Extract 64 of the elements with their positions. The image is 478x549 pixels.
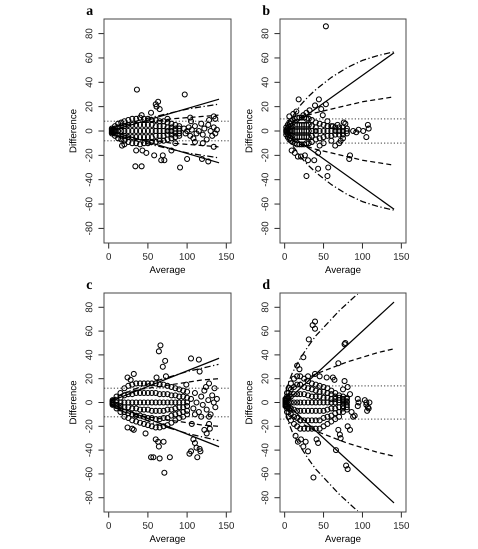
x-tick-label: 100 (355, 252, 370, 260)
y-axis-title: Difference (245, 109, 252, 152)
y-tick-label: -80 (85, 491, 92, 504)
y-tick-label: 60 (85, 52, 92, 63)
chart-title: b (262, 5, 270, 16)
y-tick-label: -80 (261, 222, 268, 235)
y-tick-label: 0 (85, 128, 92, 134)
x-tick-label: 50 (318, 522, 329, 529)
y-tick-label: 20 (85, 374, 92, 384)
y-tick-label: -20 (261, 148, 268, 162)
x-tick-label: 100 (355, 522, 370, 529)
y-tick-label: -40 (85, 173, 92, 186)
x-tick-label: 0 (282, 522, 287, 529)
x-tick-label: 0 (106, 252, 112, 260)
x-axis-title: Average (325, 266, 361, 276)
y-tick-label: -20 (85, 420, 92, 433)
y-tick-label: 20 (261, 374, 268, 384)
y-tick-label: 80 (85, 28, 92, 39)
x-tick-label: 50 (142, 522, 153, 529)
y-tick-label: 0 (261, 128, 268, 134)
x-tick-label: 100 (180, 522, 195, 529)
y-tick-label: -80 (261, 491, 268, 504)
y-tick-label: 20 (85, 102, 92, 112)
y-tick-label: -60 (85, 197, 92, 211)
y-tick-label: -80 (85, 222, 92, 235)
x-axis-title: Average (150, 266, 186, 276)
y-tick-label: 60 (261, 52, 268, 63)
y-tick-label: -40 (261, 173, 268, 186)
y-tick-label: 0 (261, 400, 268, 405)
y-axis-title: Difference (245, 380, 252, 424)
x-tick-label: 150 (218, 522, 234, 529)
y-axis-title: Difference (69, 380, 76, 424)
y-tick-label: 80 (261, 28, 268, 39)
y-tick-label: 40 (85, 350, 92, 360)
x-axis-title: Average (150, 535, 186, 544)
chart-title: a (86, 8, 93, 16)
x-tick-label: 50 (142, 252, 153, 260)
x-tick-label: 150 (394, 252, 410, 260)
x-tick-label: 0 (106, 522, 112, 529)
y-tick-label: 80 (261, 302, 268, 312)
chart-title: d (262, 279, 270, 290)
y-tick-label: 0 (85, 400, 92, 405)
y-axis-title: Difference (69, 109, 76, 152)
y-tick-label: -40 (85, 443, 92, 457)
y-tick-label: -20 (85, 148, 92, 162)
y-tick-label: 40 (85, 77, 92, 88)
chart-title: c (86, 282, 92, 290)
y-tick-label: -60 (85, 467, 92, 481)
x-tick-label: 50 (318, 252, 329, 260)
y-tick-label: -20 (261, 420, 268, 433)
y-tick-label: -60 (261, 197, 268, 211)
y-tick-label: 80 (85, 302, 92, 312)
y-tick-label: -60 (261, 467, 268, 481)
y-tick-label: 60 (85, 326, 92, 336)
y-tick-label: 40 (261, 77, 268, 88)
x-tick-label: 100 (180, 252, 195, 260)
y-tick-label: 60 (261, 326, 268, 336)
y-tick-label: 20 (261, 102, 268, 112)
x-axis-title: Average (325, 535, 361, 544)
y-tick-label: -40 (261, 443, 268, 457)
x-tick-label: 150 (394, 522, 410, 529)
y-tick-label: 40 (261, 350, 268, 360)
x-tick-label: 0 (282, 252, 287, 260)
x-tick-label: 150 (218, 252, 234, 260)
